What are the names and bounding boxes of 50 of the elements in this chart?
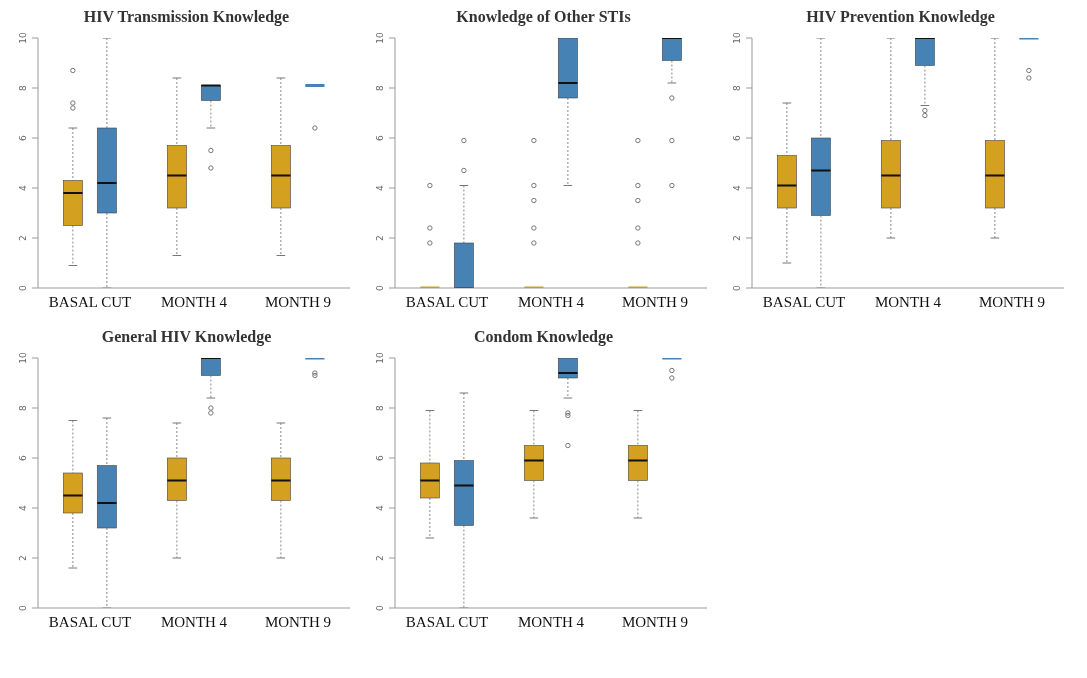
x-tick-label: MONTH 9 <box>621 293 689 310</box>
y-tick-label: 4 <box>18 184 28 191</box>
x-tick-label: MONTH 9 <box>264 293 332 310</box>
y-tick-label: 6 <box>375 134 385 141</box>
x-tick-label: MONTH 4 <box>517 613 585 630</box>
y-tick-label: 8 <box>18 84 28 91</box>
y-tick-label: 0 <box>375 604 385 611</box>
x-tick-label: BASAL CUT <box>405 293 489 310</box>
y-tick-label: 6 <box>375 454 385 461</box>
y-tick-label: 2 <box>375 235 385 241</box>
y-tick-label: 0 <box>732 284 742 291</box>
x-tick-label: MONTH 4 <box>517 293 585 310</box>
chart-title: General HIV Knowledge <box>100 328 273 348</box>
x-tick-label: MONTH 9 <box>621 613 689 630</box>
x-tick-label: MONTH 4 <box>874 293 942 310</box>
chart-title: HIV Transmission Knowledge <box>82 8 291 28</box>
y-tick-label: 8 <box>375 84 385 91</box>
y-tick-label: 2 <box>18 235 28 241</box>
y-tick-label: 10 <box>18 32 28 44</box>
x-tick-label: BASAL CUT <box>48 613 132 630</box>
y-tick-label: 0 <box>18 284 28 291</box>
x-tick-label: BASAL CUT <box>762 293 846 310</box>
x-tick-label: MONTH 9 <box>978 293 1046 310</box>
y-tick-label: 0 <box>18 604 28 611</box>
y-tick-label: 8 <box>18 404 28 411</box>
x-tick-label: MONTH 9 <box>264 613 332 630</box>
y-tick-label: 2 <box>375 555 385 561</box>
y-tick-label: 2 <box>732 235 742 241</box>
y-tick-label: 6 <box>18 454 28 461</box>
y-tick-label: 2 <box>18 555 28 561</box>
y-tick-label: 10 <box>18 352 28 364</box>
y-tick-label: 10 <box>375 32 385 44</box>
y-tick-label: 0 <box>375 284 385 291</box>
chart-title: Knowledge of Other STIs <box>455 8 632 28</box>
x-tick-label: MONTH 4 <box>160 613 228 630</box>
y-tick-label: 4 <box>375 184 385 191</box>
chart-title: Condom Knowledge <box>472 328 615 348</box>
x-tick-label: MONTH 4 <box>160 293 228 310</box>
y-tick-label: 8 <box>375 404 385 411</box>
y-tick-label: 8 <box>732 84 742 91</box>
x-tick-label: BASAL CUT <box>405 613 489 630</box>
y-tick-label: 6 <box>18 134 28 141</box>
y-tick-label: 10 <box>375 352 385 364</box>
x-tick-label: BASAL CUT <box>48 293 132 310</box>
y-tick-label: 10 <box>732 32 742 44</box>
y-tick-label: 6 <box>732 134 742 141</box>
y-tick-label: 4 <box>375 504 385 511</box>
chart-title: HIV Prevention Knowledge <box>805 8 996 28</box>
y-tick-label: 4 <box>732 184 742 191</box>
y-tick-label: 4 <box>18 504 28 511</box>
